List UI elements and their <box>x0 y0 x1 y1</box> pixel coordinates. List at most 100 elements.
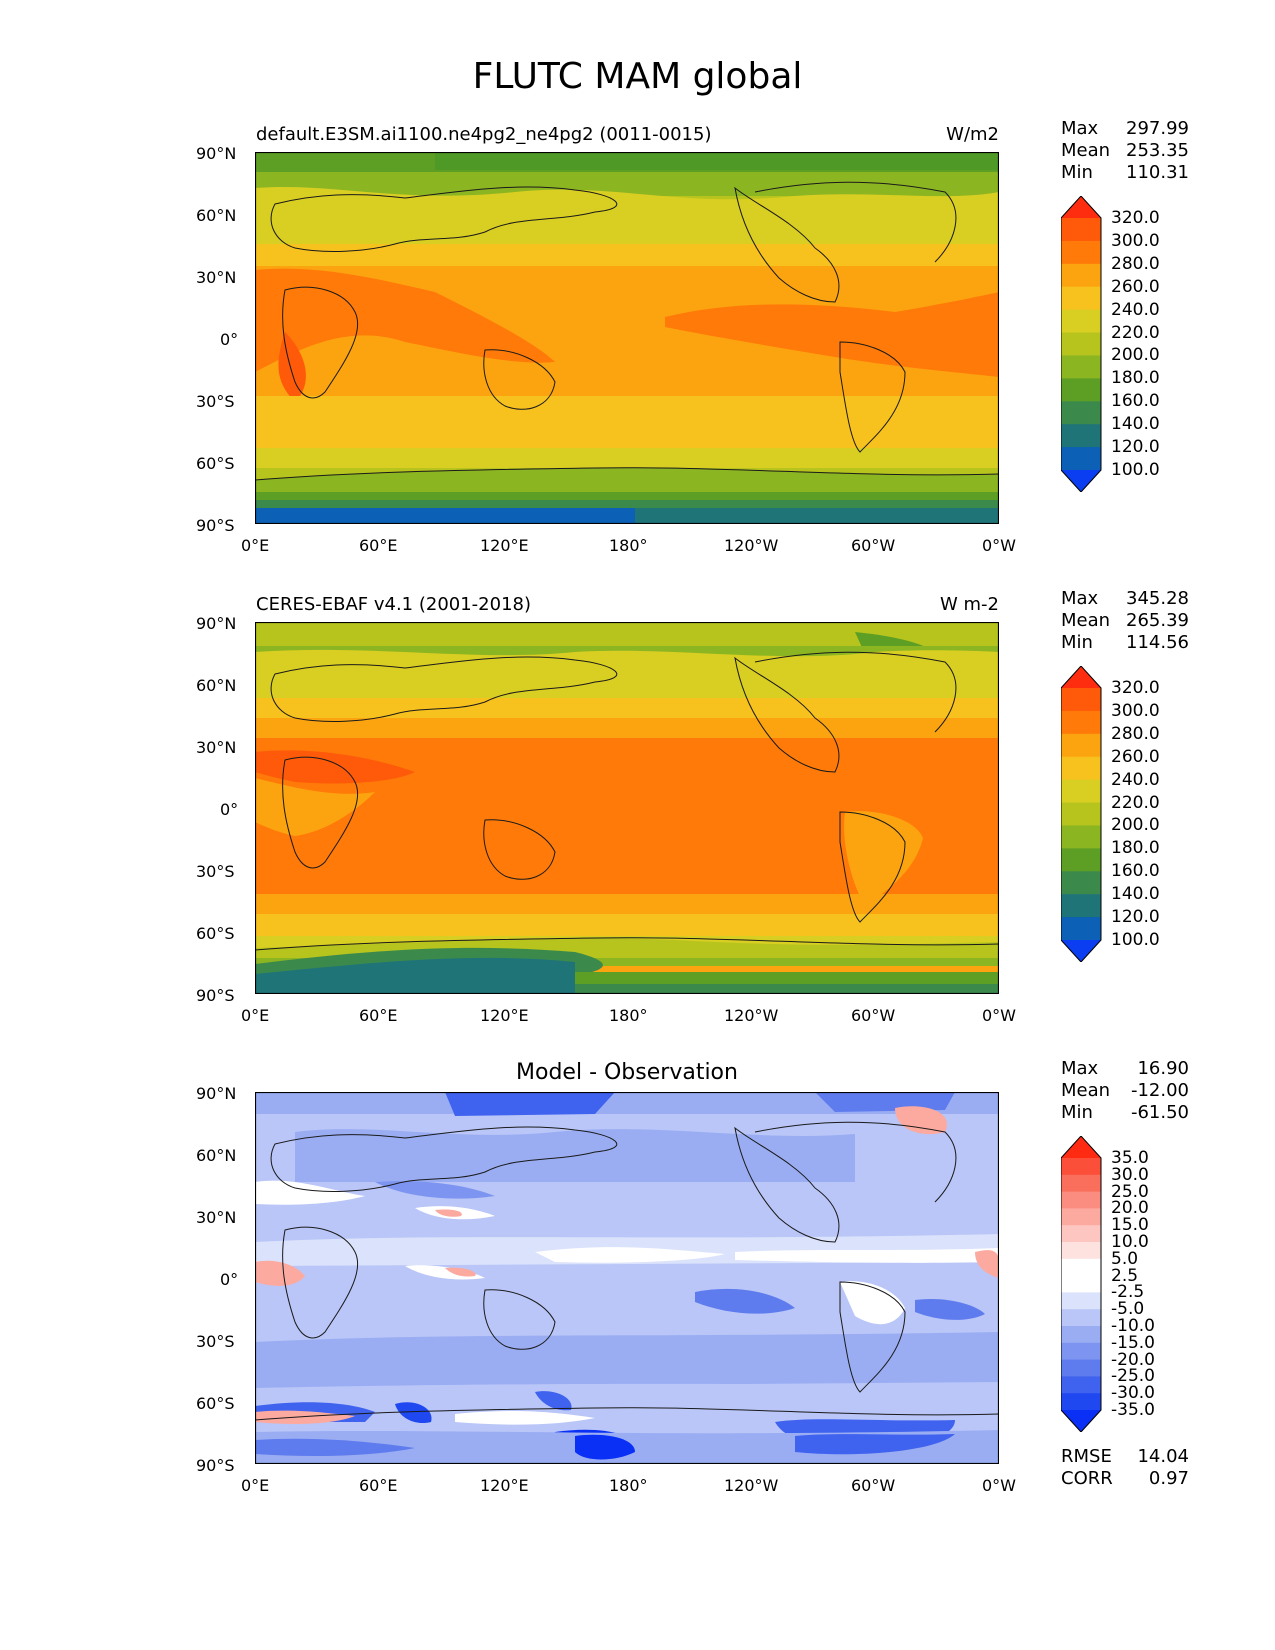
stats-box: Max 297.99 Mean 253.35 Min 110.31 <box>1061 118 1189 183</box>
colorbar-tick-label: 160.0 <box>1111 861 1160 882</box>
stats-box: Max 345.28 Mean 265.39 Min 114.56 <box>1061 588 1189 653</box>
colorbar-tick-label: 20.0 <box>1111 1198 1149 1219</box>
colorbar-segment <box>1061 378 1101 402</box>
colorbar-segment <box>1061 688 1101 712</box>
colorbar-tick-label: -2.5 <box>1111 1282 1145 1303</box>
lat-tick: 30°N <box>196 268 237 287</box>
colorbar-tick-label: 240.0 <box>1111 299 1160 320</box>
lon-tick: 0°W <box>982 536 1016 555</box>
lon-tick: 120°E <box>480 1476 529 1495</box>
lon-tick: 0°W <box>982 1476 1016 1495</box>
colorbar-segment <box>1061 447 1101 471</box>
lat-tick: 0° <box>220 1270 239 1289</box>
colorbar <box>1061 666 1102 962</box>
colorbar-segment <box>1061 802 1101 826</box>
colorbar-tick-label: -10.0 <box>1111 1316 1155 1336</box>
lon-tick: 120°W <box>724 1476 779 1495</box>
lat-tick: 90°S <box>196 986 235 1005</box>
colorbar-tick-label: -35.0 <box>1111 1400 1155 1420</box>
colorbar-tick-label: 300.0 <box>1111 700 1160 721</box>
colorbar-tick-label: 280.0 <box>1111 723 1160 744</box>
colorbar-extend-top <box>1061 1136 1101 1158</box>
colorbar-tick-label: 30.0 <box>1111 1164 1149 1185</box>
panel-units: W/m2 <box>946 124 999 145</box>
colorbar-tick-label: 5.0 <box>1111 1248 1139 1269</box>
colorbar-tick-label: 240.0 <box>1111 769 1160 790</box>
colorbar-tick-label: -15.0 <box>1111 1332 1155 1353</box>
lon-tick: 60°W <box>851 1006 896 1025</box>
colorbar-segment <box>1061 355 1101 379</box>
colorbar-tick-label: 160.0 <box>1111 391 1160 412</box>
colorbar-segment <box>1061 1359 1101 1377</box>
lat-tick: 30°S <box>196 392 235 411</box>
lat-tick: 30°N <box>196 1208 237 1227</box>
colorbar-segment <box>1061 917 1101 941</box>
lon-tick: 120°W <box>724 536 779 555</box>
lat-tick: 90°N <box>196 144 237 163</box>
lon-tick: 0°E <box>241 1006 270 1025</box>
colorbar <box>1061 196 1102 492</box>
colorbar-segment <box>1061 1393 1101 1411</box>
figure-title: FLUTC MAM global <box>472 56 803 97</box>
lat-tick: 60°N <box>196 1146 237 1165</box>
lat-tick: 30°N <box>196 738 237 757</box>
colorbar <box>1061 1136 1102 1432</box>
colorbar-segment <box>1061 286 1101 311</box>
colorbar-tick-label: 300.0 <box>1111 230 1160 251</box>
colorbar-segment <box>1061 1292 1101 1310</box>
colorbar-tick-label: 200.0 <box>1111 815 1160 836</box>
colorbar-extend-bottom <box>1061 940 1101 962</box>
panel-difference: Model - Observation <box>0 1058 1275 1500</box>
lat-tick: 60°S <box>196 454 235 473</box>
lat-tick: 90°S <box>196 1456 235 1475</box>
colorbar-tick-label: 25.0 <box>1111 1181 1149 1202</box>
lon-tick: 60°W <box>851 536 896 555</box>
colorbar-segment <box>1061 1326 1101 1344</box>
colorbar-extend-top <box>1061 196 1101 218</box>
lon-tick: 60°E <box>359 536 398 555</box>
colorbar-tick-label: -20.0 <box>1111 1349 1155 1370</box>
colorbar-segment <box>1061 756 1101 781</box>
lat-tick: 30°S <box>196 1332 235 1351</box>
colorbar-tick-label: 260.0 <box>1111 276 1160 297</box>
lon-tick: 120°W <box>724 1006 779 1025</box>
lon-tick: 60°E <box>359 1476 398 1495</box>
colorbar-segment <box>1061 825 1101 849</box>
colorbar-tick-label: 35.0 <box>1111 1148 1149 1168</box>
panel-model: default.E3SM.ai1100.ne4pg2_ne4pg2 (0011-… <box>0 118 1275 560</box>
colorbar-tick-label: 260.0 <box>1111 746 1160 767</box>
lat-tick: 60°S <box>196 1394 235 1413</box>
colorbar-segment <box>1061 871 1101 895</box>
colorbar-tick-label: 180.0 <box>1111 368 1160 389</box>
panel-center-title: Model - Observation <box>516 1060 738 1085</box>
colorbar-segment <box>1061 309 1101 334</box>
colorbar-extend-bottom <box>1061 1410 1101 1432</box>
lon-tick: 120°E <box>480 536 529 555</box>
colorbar-segment <box>1061 332 1101 356</box>
contour-map <box>254 621 1000 995</box>
lat-tick: 60°N <box>196 676 237 695</box>
colorbar-tick-label: 120.0 <box>1111 907 1160 928</box>
colorbar-tick-label: -25.0 <box>1111 1366 1155 1387</box>
colorbar-segment <box>1061 1191 1101 1209</box>
colorbar-extend-bottom <box>1061 470 1101 492</box>
contour-map <box>254 151 1000 525</box>
colorbar-segment <box>1061 1275 1101 1293</box>
colorbar-tick-label: 140.0 <box>1111 414 1160 435</box>
colorbar-tick-label: 120.0 <box>1111 437 1160 458</box>
colorbar-segment <box>1061 1225 1101 1243</box>
lon-tick: 120°E <box>480 1006 529 1025</box>
lat-tick: 90°N <box>196 614 237 633</box>
colorbar-segment <box>1061 1376 1101 1394</box>
colorbar-segment <box>1061 1309 1101 1327</box>
lat-tick: 90°S <box>196 516 235 535</box>
colorbar-segment <box>1061 1258 1101 1277</box>
colorbar-segment <box>1061 424 1101 448</box>
colorbar-segment <box>1061 779 1101 804</box>
colorbar-segment <box>1061 733 1101 758</box>
colorbar-segment <box>1061 1342 1101 1361</box>
lon-tick: 180° <box>609 1476 648 1495</box>
lon-tick: 0°E <box>241 536 270 555</box>
colorbar-segment <box>1061 1242 1101 1260</box>
colorbar-tick-label: 200.0 <box>1111 345 1160 366</box>
